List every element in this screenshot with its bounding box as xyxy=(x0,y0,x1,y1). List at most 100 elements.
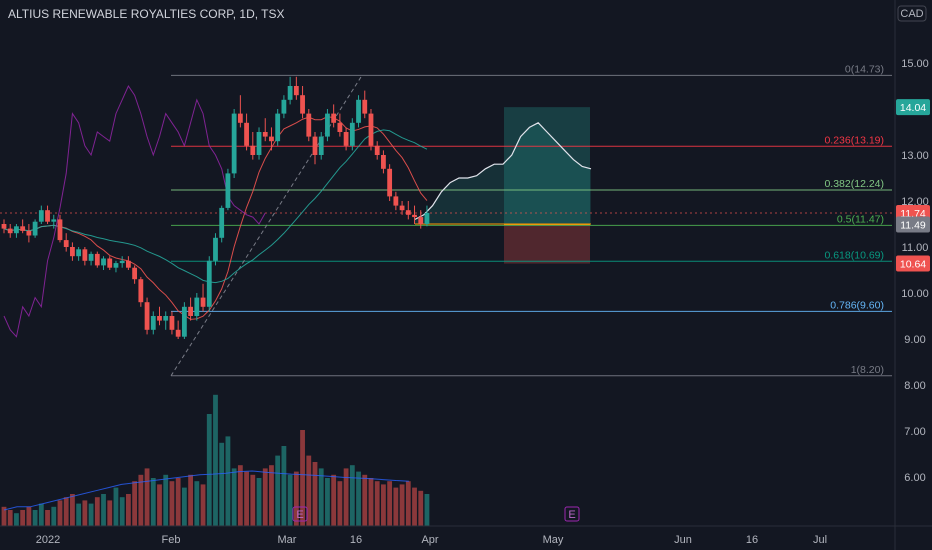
candle-body xyxy=(76,249,82,257)
fib-level-label: 0.382(12.24) xyxy=(824,178,884,190)
candle-body xyxy=(169,316,175,330)
candle-body xyxy=(213,237,218,261)
time-tick-label: Jun xyxy=(674,534,692,546)
volume-bar xyxy=(113,487,119,526)
time-tick-label: May xyxy=(543,534,564,546)
time-tick-label: Jul xyxy=(813,534,827,546)
volume-bar xyxy=(244,471,249,526)
volume-bar xyxy=(418,490,424,526)
candle-body xyxy=(26,230,32,236)
price-tick-label: 7.00 xyxy=(904,426,925,438)
candle-body xyxy=(88,253,94,261)
volume-bar xyxy=(368,478,374,526)
volume-bar xyxy=(144,468,150,526)
volume-bar xyxy=(26,506,32,526)
candle-body xyxy=(113,263,119,268)
candle-body xyxy=(331,113,337,123)
candle-body xyxy=(256,132,262,155)
candle-body xyxy=(281,99,287,114)
volume-bar xyxy=(337,481,343,526)
candle-body xyxy=(107,258,113,268)
price-tag-box xyxy=(896,255,930,272)
volume-bar xyxy=(262,468,268,526)
volume-bar xyxy=(126,494,131,526)
candle-body xyxy=(63,240,69,247)
volume-bar xyxy=(14,513,19,526)
volume-bar xyxy=(82,500,88,526)
candle-body xyxy=(70,247,75,257)
price-tick-label: 10.00 xyxy=(901,288,929,300)
candle-body xyxy=(356,99,361,123)
volume-bar xyxy=(45,510,50,526)
volume-bar xyxy=(399,484,405,526)
candle-body xyxy=(244,122,249,146)
volume-bar xyxy=(287,474,293,526)
candle-body xyxy=(349,122,355,146)
candle-body xyxy=(237,113,243,123)
candle-body xyxy=(175,329,181,337)
volume-bar xyxy=(225,436,231,526)
volume-bar xyxy=(76,503,82,526)
candle-body xyxy=(300,95,305,114)
volume-bar xyxy=(101,494,106,526)
candle-body xyxy=(412,214,417,218)
volume-bar xyxy=(219,442,225,526)
volume-bar xyxy=(356,471,361,526)
volume-bar xyxy=(412,487,417,526)
candle-body xyxy=(51,219,57,222)
volume-bar xyxy=(281,446,287,526)
candle-body xyxy=(1,224,7,229)
candle-body xyxy=(275,113,281,142)
candle-body xyxy=(418,217,424,224)
earnings-event-marker xyxy=(564,506,580,522)
candle-body xyxy=(38,210,44,222)
volume-bar xyxy=(107,500,113,526)
price-tick-label: 13.00 xyxy=(901,150,929,162)
volume-bar xyxy=(275,455,281,526)
time-tick-label: 16 xyxy=(746,534,758,546)
base-line xyxy=(3,129,428,284)
price-tag-label: 11.49 xyxy=(900,219,926,231)
candle-body xyxy=(194,297,200,316)
volume-bar xyxy=(63,497,69,526)
earnings-event-label: E xyxy=(296,509,303,521)
candle-body xyxy=(374,145,380,155)
volume-bar xyxy=(70,494,75,526)
volume-bar xyxy=(132,481,138,526)
volume-bar xyxy=(175,478,181,526)
volume-bar xyxy=(231,468,237,526)
fib-trend-line xyxy=(170,75,363,377)
candle-body xyxy=(82,249,88,261)
volume-bar xyxy=(169,481,175,526)
candle-body xyxy=(287,86,293,100)
currency-badge[interactable] xyxy=(897,5,927,22)
candle-body xyxy=(150,316,156,330)
ichimoku-span-a-line xyxy=(414,122,592,220)
candle-body xyxy=(424,212,430,224)
candle-body xyxy=(306,113,312,137)
volume-bar xyxy=(181,487,187,526)
volume-bar xyxy=(188,474,193,526)
volume-bar xyxy=(312,462,318,526)
candle-body xyxy=(94,253,100,266)
candle-body xyxy=(368,113,374,146)
volume-bar xyxy=(157,484,162,526)
time-tick-label: Mar xyxy=(278,534,297,546)
price-tag-label: 14.04 xyxy=(900,102,926,114)
volume-bar xyxy=(343,468,349,526)
candle-body xyxy=(144,302,150,330)
chart-title: ALTIUS RENEWABLE ROYALTIES CORP, 1D, TSX xyxy=(8,7,285,21)
volume-bar xyxy=(38,503,44,526)
candle-body xyxy=(57,219,63,241)
fib-level-label: 0(14.73) xyxy=(845,63,884,75)
candle-body xyxy=(399,205,405,211)
time-tick-label: Feb xyxy=(162,534,181,546)
candle-body xyxy=(7,228,13,234)
candle-body xyxy=(231,113,237,174)
fib-level-label: 0.5(11.47) xyxy=(837,213,884,225)
candle-body xyxy=(14,226,19,234)
volume-bar xyxy=(300,430,305,526)
volume-bar xyxy=(293,471,299,526)
